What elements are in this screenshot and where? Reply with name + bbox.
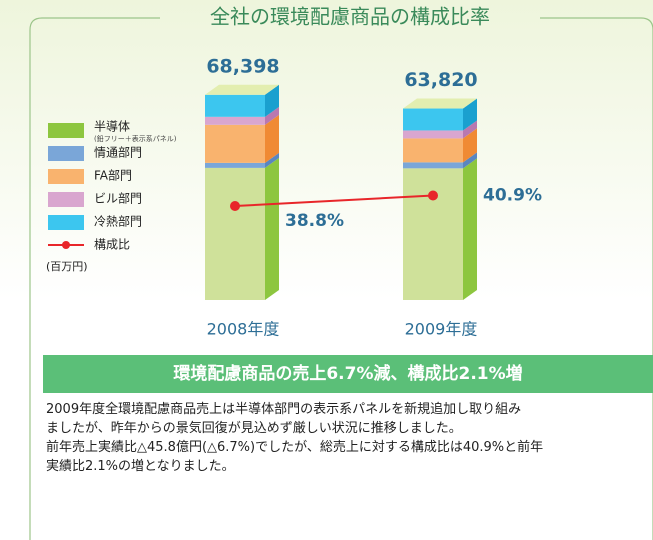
legend-label: 情通部門 — [94, 145, 142, 160]
bar-segment — [205, 124, 265, 163]
bar-segment — [403, 108, 463, 131]
total-label: 68,398 — [206, 55, 279, 77]
paragraph-line: 前年売上実績比△45.8億円(△6.7%)でしたが、総売上に対する構成比は40.… — [46, 440, 544, 455]
bar-side — [265, 106, 279, 125]
ratio-label: 38.8% — [285, 211, 344, 231]
paragraph-line: ましたが、昨年からの景気回復が見込めず厳しい状況に推移しました。 — [46, 421, 462, 436]
x-tick-label: 2008年度 — [207, 320, 280, 339]
chart-title: 全社の環境配慮商品の構成比率 — [210, 5, 490, 29]
ratio-dot — [428, 190, 438, 201]
bar-top — [403, 98, 477, 109]
bar-top — [205, 84, 279, 95]
bar-side — [463, 152, 477, 169]
legend-note: (鉛フリー＋表示系パネル) — [94, 134, 177, 143]
legend-dot — [62, 241, 70, 249]
bar-side — [265, 114, 279, 163]
bar-side — [463, 128, 477, 163]
bar-segment — [403, 138, 463, 163]
legend-swatch — [48, 215, 84, 230]
bar-side — [265, 84, 279, 117]
paragraph: 2009年度全環境配慮商品売上は半導体部門の表示系パネルを新規追加し取り組み まし… — [46, 400, 651, 476]
x-tick-label: 2009年度 — [405, 320, 478, 339]
bar-segment — [205, 116, 265, 125]
legend-label: 冷熱部門 — [94, 214, 142, 229]
bar-side — [265, 157, 279, 300]
bar-segment — [403, 130, 463, 139]
bar-segment — [403, 168, 463, 300]
paragraph-line: 2009年度全環境配慮商品売上は半導体部門の表示系パネルを新規追加し取り組み — [46, 402, 522, 417]
bar-segment — [205, 167, 265, 300]
legend-label: ビル部門 — [94, 191, 142, 206]
ratio-label: 40.9% — [483, 186, 542, 206]
legend-swatch — [48, 146, 84, 161]
headline-banner — [43, 355, 653, 393]
legend-label: 半導体 — [94, 120, 130, 134]
bar-segment — [205, 94, 265, 117]
headline: 環境配慮商品の売上6.7%減、構成比2.1%増 — [173, 363, 522, 384]
legend-swatch — [48, 169, 84, 184]
bar-side — [463, 98, 477, 131]
ratio-line — [234, 194, 434, 207]
bar-side — [265, 152, 279, 168]
paragraph-line: 実績比2.1%の増となりました。 — [46, 459, 235, 474]
ratio-dot — [230, 201, 240, 211]
bar-side — [463, 120, 477, 139]
unit-label: (百万円) — [46, 260, 88, 273]
legend-swatch — [48, 123, 84, 138]
legend-swatch — [48, 192, 84, 207]
total-label: 63,820 — [404, 69, 477, 91]
bar-side — [463, 158, 477, 300]
bar-segment — [205, 162, 265, 168]
legend-label: FA部門 — [94, 168, 132, 183]
legend-label: 構成比 — [94, 238, 130, 252]
bar-segment — [403, 162, 463, 169]
